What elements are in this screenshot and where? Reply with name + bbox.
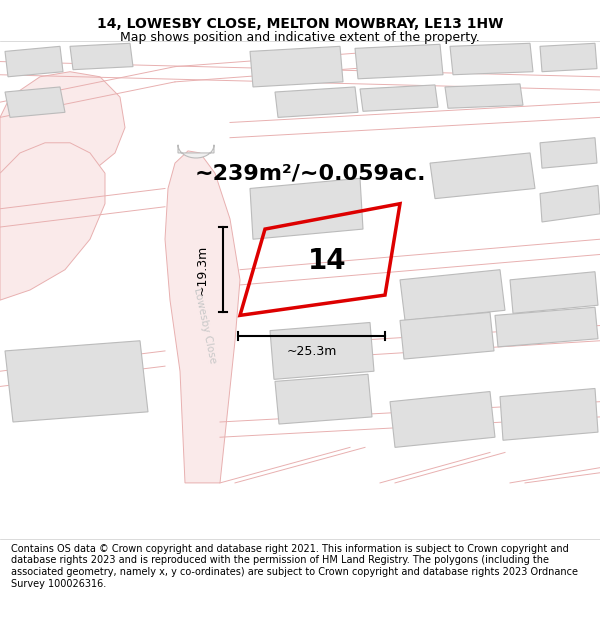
Polygon shape (0, 142, 105, 300)
Polygon shape (510, 272, 598, 313)
Polygon shape (430, 153, 535, 199)
Polygon shape (360, 85, 438, 111)
Polygon shape (0, 72, 125, 189)
Polygon shape (390, 391, 495, 448)
Polygon shape (250, 46, 343, 87)
Polygon shape (165, 151, 240, 483)
Text: Contains OS data © Crown copyright and database right 2021. This information is : Contains OS data © Crown copyright and d… (11, 544, 578, 589)
Polygon shape (540, 186, 600, 222)
Text: ~239m²/~0.059ac.: ~239m²/~0.059ac. (194, 163, 426, 183)
Polygon shape (275, 87, 358, 118)
Polygon shape (400, 270, 505, 321)
Polygon shape (400, 312, 494, 359)
Polygon shape (450, 43, 533, 75)
Polygon shape (270, 322, 374, 379)
Text: 14: 14 (308, 247, 347, 275)
Polygon shape (495, 308, 598, 347)
Polygon shape (250, 178, 363, 239)
Text: ~25.3m: ~25.3m (286, 346, 337, 358)
Polygon shape (275, 374, 372, 424)
Polygon shape (500, 389, 598, 440)
Polygon shape (70, 43, 133, 69)
Polygon shape (5, 87, 65, 118)
Text: 14, LOWESBY CLOSE, MELTON MOWBRAY, LE13 1HW: 14, LOWESBY CLOSE, MELTON MOWBRAY, LE13 … (97, 18, 503, 31)
Polygon shape (540, 43, 597, 72)
Polygon shape (445, 84, 523, 108)
Text: Lowesby Close: Lowesby Close (192, 287, 218, 364)
Polygon shape (5, 341, 148, 422)
Polygon shape (355, 44, 443, 79)
Polygon shape (178, 145, 214, 158)
Text: ~19.3m: ~19.3m (196, 244, 209, 295)
Polygon shape (5, 46, 63, 77)
Text: Map shows position and indicative extent of the property.: Map shows position and indicative extent… (120, 31, 480, 44)
Polygon shape (540, 138, 597, 168)
